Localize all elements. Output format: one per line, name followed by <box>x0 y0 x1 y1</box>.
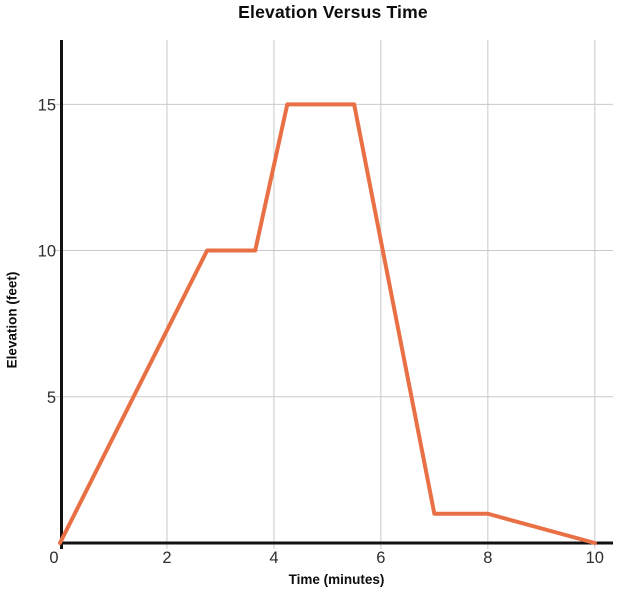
elevation-line <box>58 102 597 545</box>
chart-title: Elevation Versus Time <box>238 2 428 22</box>
x-tick-label: 8 <box>483 549 492 567</box>
x-tick-label: 0 <box>49 549 58 567</box>
y-tick-label: 15 <box>38 96 56 114</box>
x-tick-label: 6 <box>376 549 385 567</box>
y-tick-label: 5 <box>47 389 56 407</box>
x-tick-label: 4 <box>269 549 278 567</box>
x-tick-label: 10 <box>586 549 604 567</box>
x-tick-label: 2 <box>162 549 171 567</box>
x-axis-label: Time (minutes) <box>288 572 385 587</box>
y-tick-label: 10 <box>38 243 56 261</box>
